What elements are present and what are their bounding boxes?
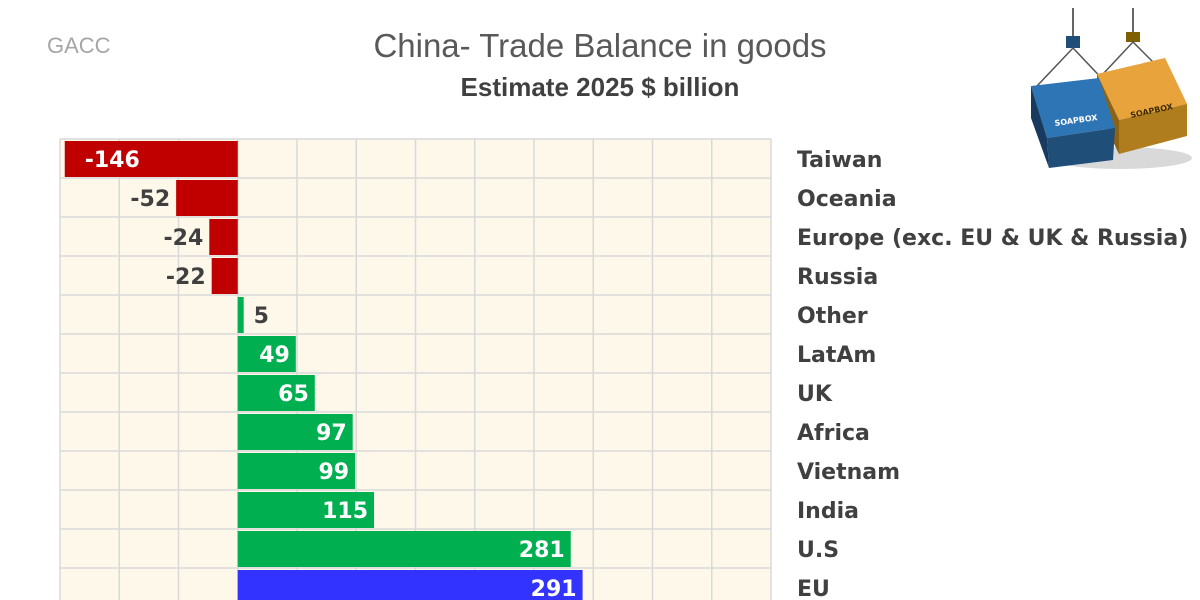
category-label: U.S [797, 538, 839, 563]
bar [237, 414, 353, 450]
category-label: India [797, 499, 859, 524]
data-label: -52 [130, 187, 170, 212]
data-label: 99 [318, 460, 349, 485]
category-label: LatAm [797, 343, 876, 368]
chart-title: China- Trade Balance in goods [373, 27, 827, 64]
category-label: Oceania [797, 187, 897, 212]
category-label: Europe (exc. EU & UK & Russia) [797, 226, 1188, 251]
bar [211, 258, 238, 294]
category-label: Taiwan [797, 148, 882, 173]
bar [237, 531, 571, 567]
chart-subtitle: Estimate 2025 $ billion [460, 72, 740, 102]
data-label: 65 [278, 382, 309, 407]
bar [237, 492, 375, 528]
bar [237, 375, 315, 411]
data-label: 97 [316, 421, 347, 446]
bar [176, 180, 238, 216]
bar [64, 141, 238, 177]
data-label: 115 [322, 499, 368, 524]
data-label: -146 [85, 148, 140, 173]
source-label: GACC [47, 33, 111, 58]
bar [237, 297, 244, 333]
category-label: EU [797, 577, 830, 600]
data-label: 49 [259, 343, 290, 368]
bar [209, 219, 238, 255]
category-label: Vietnam [797, 460, 900, 485]
category-label: Other [797, 304, 868, 329]
data-label: -22 [166, 265, 206, 290]
bar [237, 336, 296, 372]
bar [237, 570, 583, 600]
data-label: 291 [531, 577, 577, 600]
category-label: Africa [797, 421, 870, 446]
data-label: 5 [254, 304, 269, 329]
data-label: 281 [519, 538, 565, 563]
category-label: UK [797, 382, 833, 407]
shipping-containers-icon: SOAPBOX SOAPBOX [1031, 8, 1192, 169]
data-label: -24 [164, 226, 204, 251]
bar [237, 453, 356, 489]
category-label: Russia [797, 265, 878, 290]
